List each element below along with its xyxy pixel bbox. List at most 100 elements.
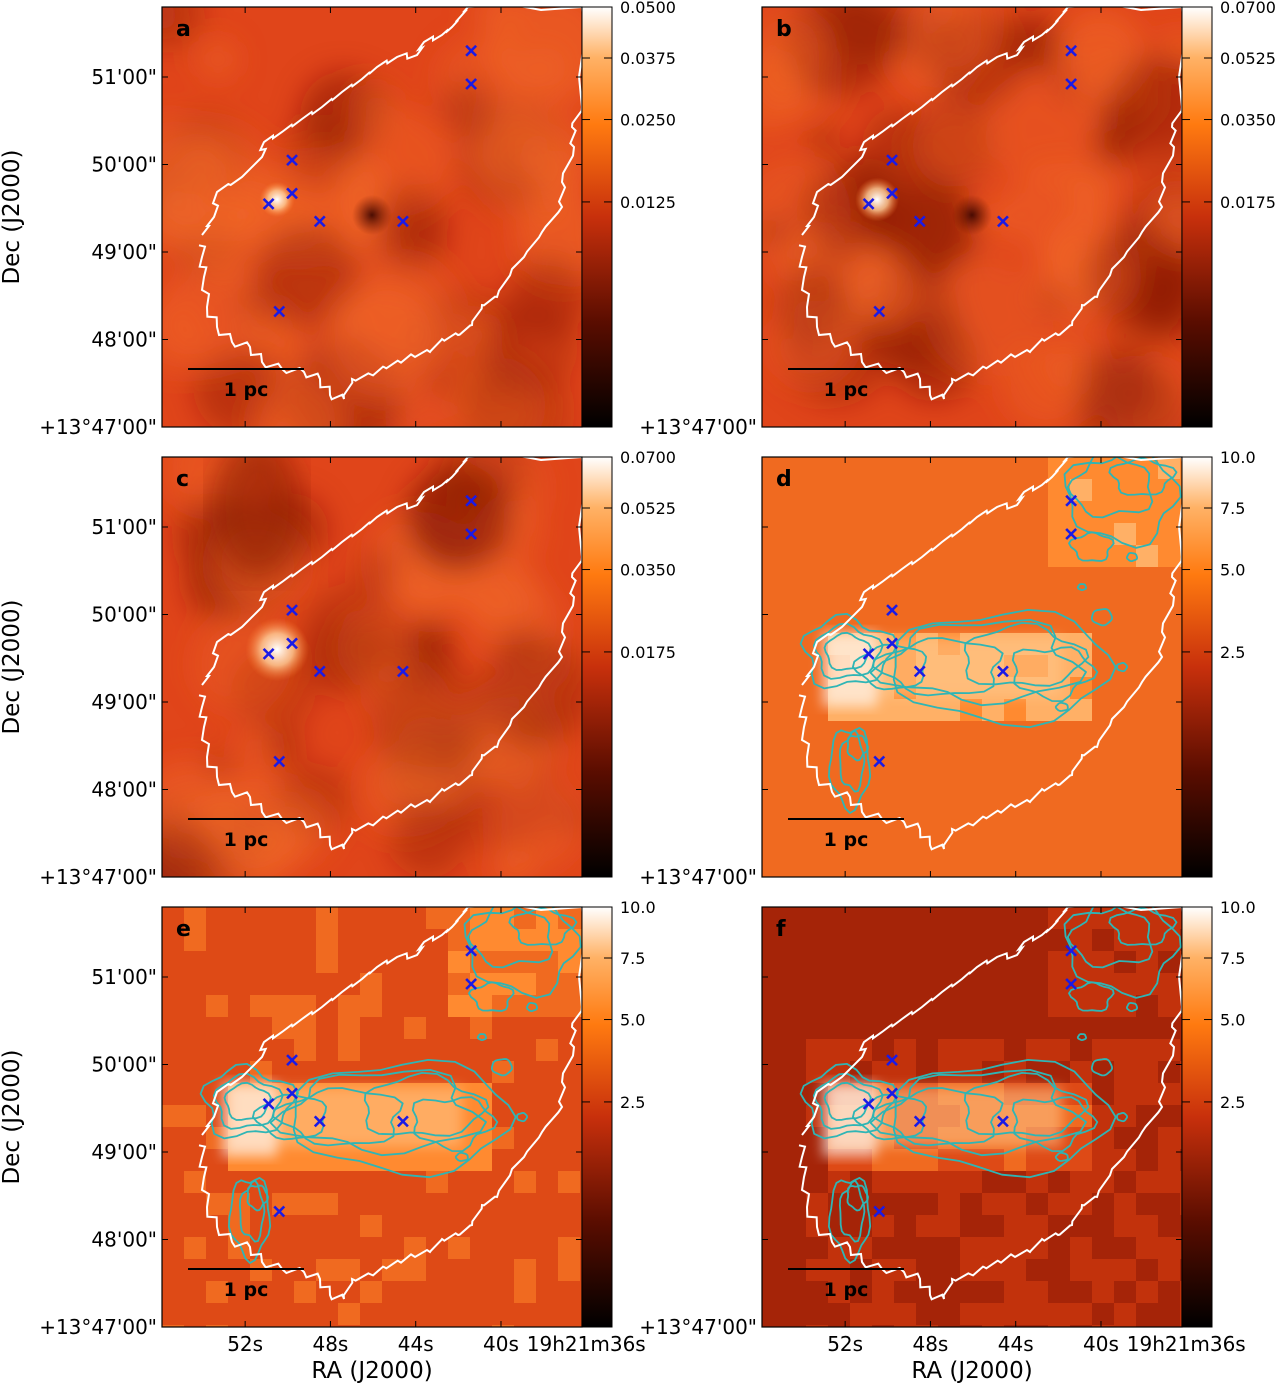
pixel-cell xyxy=(850,523,872,545)
pixel-cell xyxy=(338,1171,360,1193)
pixel-cell xyxy=(806,479,828,501)
pixel-cell xyxy=(806,929,828,951)
pixel-cell xyxy=(1180,787,1182,809)
pixel-cell xyxy=(960,907,982,929)
pixel-cell xyxy=(1180,853,1182,875)
colorbar-gradient xyxy=(582,7,612,427)
pixel-cell xyxy=(1114,589,1136,611)
contour-line xyxy=(1011,1096,1099,1152)
pixel-cell xyxy=(536,1017,558,1039)
pixel-cell xyxy=(1180,457,1182,479)
pixel-cell xyxy=(470,1171,492,1193)
pixel-cell xyxy=(1180,523,1182,545)
ra-axis-title-right: RA (J2000) xyxy=(911,1358,1032,1384)
colorbar-frame xyxy=(1181,906,1213,1328)
pixel-cell xyxy=(360,951,382,973)
pixel-cell xyxy=(960,831,982,853)
pixel-cell xyxy=(1158,1127,1180,1149)
colorbar-tick-label: 5.0 xyxy=(1220,561,1245,580)
pixel-cell xyxy=(272,1237,294,1259)
pixel-cell xyxy=(850,457,872,479)
pixel-cell xyxy=(762,743,784,765)
pixel-cell xyxy=(1026,995,1048,1017)
pixel-cell xyxy=(1180,1325,1182,1327)
pixel-cell xyxy=(1004,809,1026,831)
marker-x-3 xyxy=(286,1054,298,1067)
marker-x-2 xyxy=(862,197,875,210)
pixel-cell xyxy=(894,853,916,875)
pixel-cell xyxy=(806,721,828,743)
pixel-cell xyxy=(1114,567,1136,589)
panel-letter-d: d xyxy=(776,467,792,492)
pixel-cell xyxy=(784,611,806,633)
pixel-cell xyxy=(1070,1281,1092,1303)
contour-line xyxy=(869,1069,1087,1157)
pixel-cell xyxy=(762,1083,784,1105)
pixel-cell xyxy=(1180,1039,1182,1061)
pixel-cell xyxy=(580,1017,582,1039)
pixel-cell xyxy=(1114,1039,1136,1061)
panel-letter-a: a xyxy=(176,17,191,42)
pixel-cell xyxy=(162,1325,184,1327)
pixel-cell xyxy=(784,1017,806,1039)
pixel-cell xyxy=(184,1105,206,1127)
contour-line xyxy=(1108,907,1178,946)
pixel-cell xyxy=(1158,655,1180,677)
texture-blob xyxy=(375,183,449,258)
pixel-cell xyxy=(294,1215,316,1237)
pixel-cell xyxy=(1004,1281,1026,1303)
pixel-cell xyxy=(1026,1303,1048,1325)
pixel-cell xyxy=(492,1061,514,1083)
pixel-cell xyxy=(960,995,982,1017)
pixel-cell xyxy=(580,1039,582,1061)
pixel-cell xyxy=(1180,1083,1182,1105)
dec-tick-label: 51'00" xyxy=(91,65,157,89)
pixel-cell xyxy=(426,1149,448,1171)
pixel-cell xyxy=(982,545,1004,567)
pixel-cell xyxy=(762,1039,784,1061)
pixel-cell xyxy=(404,951,426,973)
pixel-cell xyxy=(470,1215,492,1237)
pixel-cell xyxy=(938,589,960,611)
pixel-cell xyxy=(1026,567,1048,589)
pixel-cell xyxy=(960,611,982,633)
dec-tick-label: 50'00" xyxy=(91,603,157,627)
pixel-cell xyxy=(316,1237,338,1259)
pixel-cell xyxy=(558,1259,580,1281)
pixel-cell xyxy=(1070,809,1092,831)
pixel-cell xyxy=(1092,787,1114,809)
pixel-cell xyxy=(1004,995,1026,1017)
pixel-cell xyxy=(982,743,1004,765)
pixel-cell xyxy=(916,853,938,875)
pixel-cell xyxy=(1026,1193,1048,1215)
pixel-cell xyxy=(492,1149,514,1171)
pixel-cell xyxy=(558,1105,580,1127)
pixel-cell xyxy=(982,1259,1004,1281)
pixel-cell xyxy=(762,457,784,479)
pixel-cell xyxy=(1180,907,1182,929)
pixel-cell xyxy=(916,501,938,523)
pixel-cell xyxy=(784,501,806,523)
pixel-cell xyxy=(938,1017,960,1039)
contour-line xyxy=(272,1087,404,1147)
colorbar-frame xyxy=(581,456,613,878)
pixel-cell xyxy=(916,973,938,995)
pixel-cell xyxy=(1092,1083,1114,1105)
pixel-cell xyxy=(894,1171,916,1193)
pixel-cell xyxy=(514,1325,536,1327)
colorbar-tick-label: 7.5 xyxy=(1220,949,1245,968)
pixel-cell xyxy=(448,1193,470,1215)
colorbar-tick-label: 0.0700 xyxy=(620,448,676,467)
pixel-cell xyxy=(470,1105,492,1127)
pixel-cell xyxy=(1026,1171,1048,1193)
pixel-cell xyxy=(784,929,806,951)
pixel-cell xyxy=(272,951,294,973)
pixel-cell xyxy=(272,1303,294,1325)
dec-tick-label: 50'00" xyxy=(91,1053,157,1077)
pixel-cell xyxy=(1114,853,1136,875)
texture-blob xyxy=(336,609,413,686)
marker-x-7 xyxy=(465,978,478,990)
contour-line xyxy=(872,1087,1004,1147)
pixel-cell xyxy=(580,929,582,951)
marker-x-6 xyxy=(465,944,478,957)
